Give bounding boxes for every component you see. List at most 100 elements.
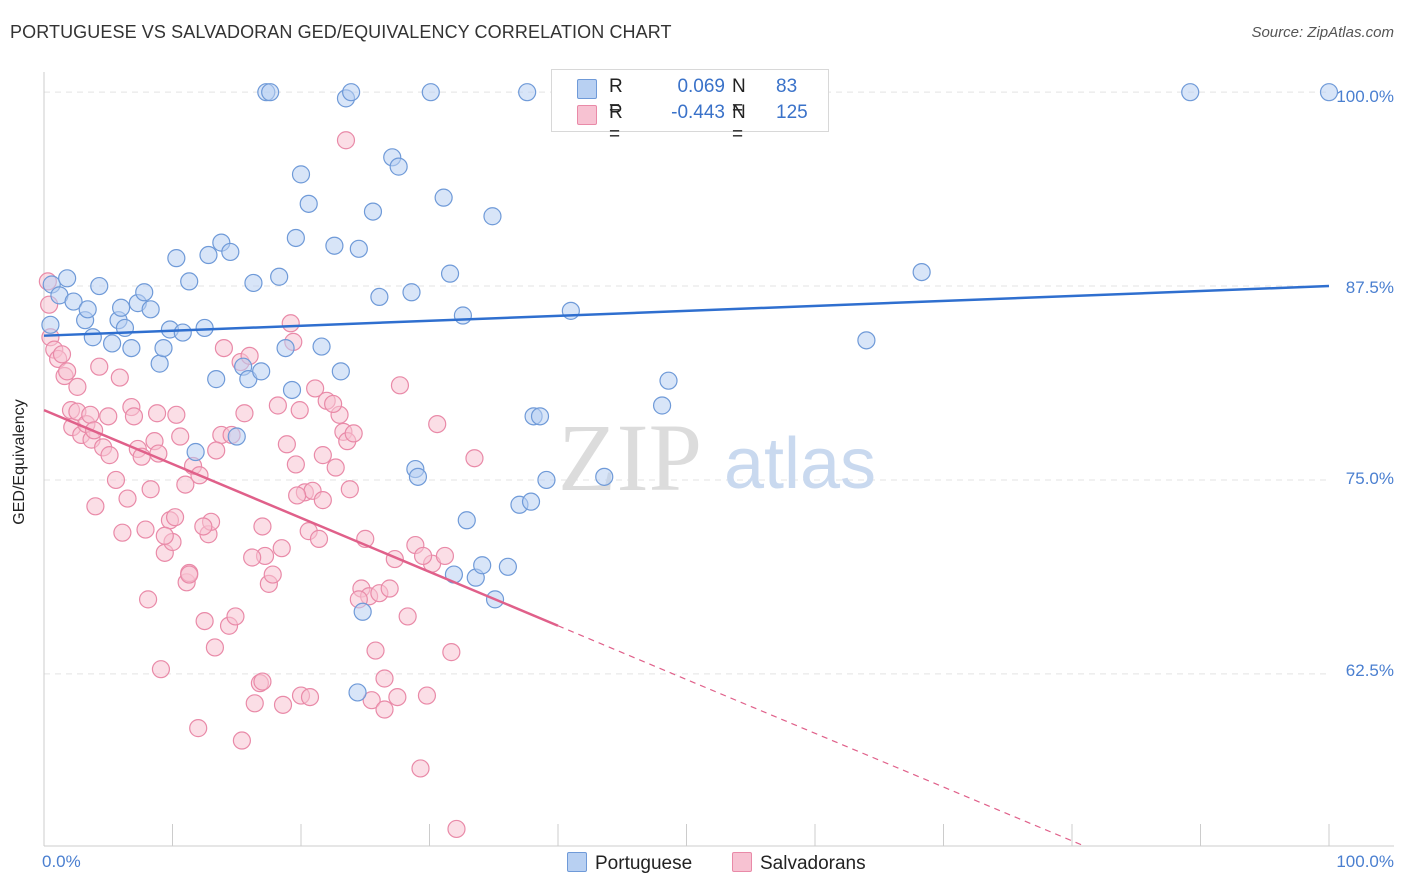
salvadorans-trend-extension xyxy=(557,625,1085,847)
data-point xyxy=(434,188,453,207)
data-point xyxy=(288,486,307,505)
data-point xyxy=(150,354,169,373)
data-point xyxy=(199,245,218,265)
salvadorans-legend-label: Salvadorans xyxy=(760,853,866,874)
x-tick-0: 0.0% xyxy=(42,852,81,871)
data-point xyxy=(336,131,356,150)
data-point xyxy=(473,556,492,575)
data-point xyxy=(290,401,309,420)
data-point xyxy=(313,446,332,465)
data-point xyxy=(111,298,131,317)
r-label: R = xyxy=(609,76,623,119)
grid-lines xyxy=(44,91,1329,675)
data-point xyxy=(353,602,372,621)
data-point xyxy=(375,700,394,719)
y-axis-label: GED/Equivalency xyxy=(11,399,28,525)
legend-item-salvadorans: Salvadorans xyxy=(732,852,866,875)
watermark-atlas: atlas xyxy=(724,424,876,504)
data-point xyxy=(173,323,192,342)
portuguese-trend-line xyxy=(43,284,1330,337)
portuguese-swatch xyxy=(577,79,597,99)
data-point xyxy=(561,301,580,320)
data-point xyxy=(171,427,190,446)
source-label: Source: ZipAtlas.com xyxy=(1251,24,1394,41)
data-point xyxy=(530,407,550,426)
data-point xyxy=(68,377,87,396)
data-point xyxy=(124,407,144,426)
data-point xyxy=(286,228,305,248)
data-point xyxy=(136,520,155,539)
data-point xyxy=(272,539,291,558)
data-point xyxy=(408,467,428,486)
data-point xyxy=(483,207,502,226)
data-point xyxy=(58,362,77,381)
data-point xyxy=(277,435,296,454)
data-point xyxy=(103,334,122,353)
data-point xyxy=(180,565,199,584)
n-label: N = xyxy=(732,102,746,145)
data-point xyxy=(291,165,311,184)
n-label: N = xyxy=(732,76,746,119)
data-point xyxy=(312,337,331,356)
data-point xyxy=(370,287,389,307)
data-point xyxy=(366,641,385,660)
data-point xyxy=(324,394,343,414)
data-point xyxy=(245,694,264,713)
data-point xyxy=(253,517,272,536)
data-point xyxy=(390,376,410,395)
data-point xyxy=(180,272,199,291)
y-tick-62-5: 62.5% xyxy=(1345,661,1394,680)
watermark: ZIP atlas xyxy=(558,404,876,511)
data-point xyxy=(81,405,100,424)
data-point xyxy=(457,511,476,530)
data-point xyxy=(141,480,160,499)
data-point xyxy=(186,442,205,462)
data-point xyxy=(253,672,272,691)
data-point xyxy=(207,370,226,389)
r-label: R = xyxy=(609,102,623,145)
salvadorans-points xyxy=(38,131,484,839)
data-point xyxy=(167,405,186,424)
data-point xyxy=(252,362,271,381)
salvadorans-swatch xyxy=(577,105,597,125)
data-point xyxy=(398,607,417,626)
data-point xyxy=(106,470,126,490)
data-point xyxy=(118,489,137,508)
data-point xyxy=(52,345,72,364)
data-point xyxy=(388,687,407,707)
data-point xyxy=(363,202,383,221)
data-point xyxy=(331,362,350,381)
data-point xyxy=(100,446,119,465)
data-point xyxy=(652,396,672,415)
data-point xyxy=(270,267,289,286)
data-point xyxy=(1319,83,1339,102)
data-point xyxy=(78,300,97,319)
data-point xyxy=(276,338,295,358)
data-point xyxy=(99,407,118,426)
data-point xyxy=(447,819,466,839)
data-point xyxy=(64,292,83,311)
data-point xyxy=(309,529,329,548)
data-point xyxy=(326,458,345,477)
data-point xyxy=(167,249,186,268)
portuguese-legend-swatch xyxy=(567,852,587,872)
correlation-legend: R = 0.069 N = 83 R = -0.443 N = 125 xyxy=(551,69,829,145)
data-point xyxy=(110,368,129,387)
data-point xyxy=(421,83,440,102)
data-point xyxy=(417,686,437,705)
data-point xyxy=(263,565,282,584)
data-point xyxy=(518,83,537,102)
data-point xyxy=(207,441,226,460)
r-value: -0.443 xyxy=(671,102,725,123)
data-point xyxy=(498,557,517,576)
data-point xyxy=(189,719,208,738)
data-point xyxy=(232,731,251,750)
data-point xyxy=(595,467,614,486)
salvadorans-trend-line xyxy=(43,408,559,627)
legend-item-portuguese: Portuguese xyxy=(567,852,692,875)
data-point xyxy=(147,404,167,423)
x-axis xyxy=(43,72,1394,847)
data-point xyxy=(113,523,132,542)
data-point xyxy=(411,759,430,778)
y-tick-100: 100.0% xyxy=(1336,87,1394,106)
